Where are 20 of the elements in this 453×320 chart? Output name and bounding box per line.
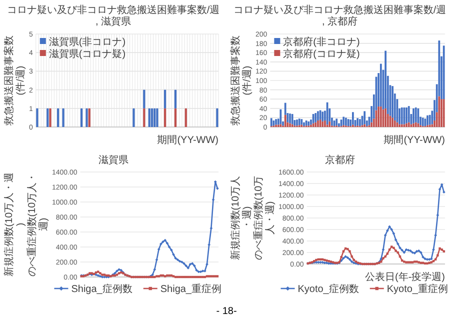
y-axis-title: 新規症例数(10万人・週) のべ重症例数(10万人・週) xyxy=(230,176,276,260)
y-axis-title: 救急搬送困難事案数(件/週) xyxy=(230,36,253,126)
chart-title: 京都府 xyxy=(324,154,355,166)
y-axis-title: 救急搬送困難事案数(件/週) xyxy=(3,36,26,126)
chart-title: コロナ疑い及び非コロナ救急搬送困難事案数/週, 滋賀県 xyxy=(6,4,220,28)
legend-label: 京都府(コロナ疑) xyxy=(283,48,360,60)
legend-label: 京都府(非コロナ) xyxy=(283,36,360,48)
legend-label: 滋賀県(コロナ疑) xyxy=(48,48,126,60)
chart-title: コロナ疑い及び非コロナ救急搬送困難事案数/週, 京都府 xyxy=(233,4,446,28)
x-axis-title: 期間(YY-WW) xyxy=(157,134,218,146)
chart-title: 滋賀県 xyxy=(98,154,128,166)
x-axis-title: 公表日(年-疫学週) xyxy=(365,271,445,283)
legend-label: Shiga_症例数 xyxy=(71,283,132,295)
legend-label: Kyoto_症例数 xyxy=(298,283,359,295)
legend-label: Shiga_重症例 xyxy=(160,283,222,295)
y-axis-title: 新規症例数(10万人・週) のべ重症例数(10万人・週) xyxy=(3,172,50,277)
text: - 18- xyxy=(216,306,237,317)
legend-label: 滋賀県(非コロナ) xyxy=(48,36,126,48)
legend-label: Kyoto_重症例 xyxy=(386,283,448,295)
x-axis-title: 期間(YY-WW) xyxy=(384,134,445,146)
